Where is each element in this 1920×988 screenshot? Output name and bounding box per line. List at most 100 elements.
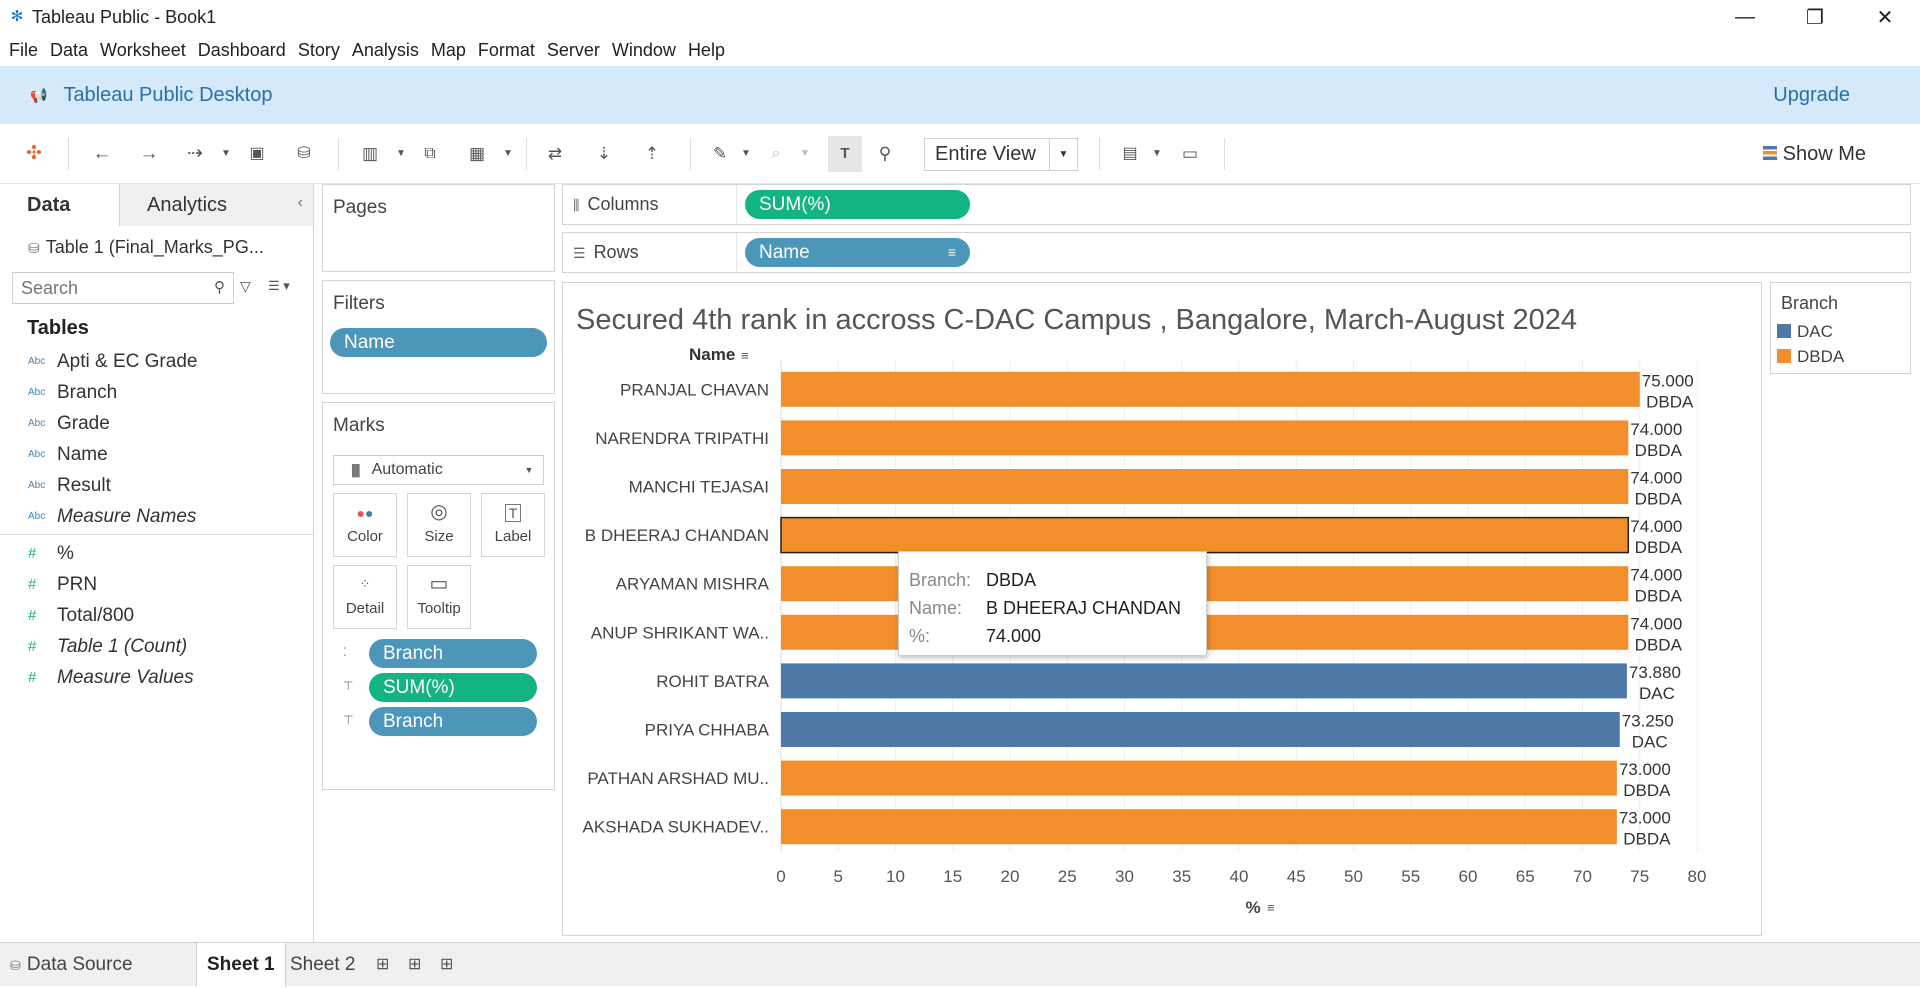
tab-analytics[interactable]: Analytics (120, 184, 313, 226)
legend-item-dac[interactable]: DAC (1771, 319, 1910, 344)
value-label: 74.000 (1630, 420, 1682, 439)
undo-icon[interactable]: ← (92, 143, 112, 164)
menu-story[interactable]: Story (297, 39, 340, 60)
mark-pill-branch-color[interactable]: Branch (369, 639, 537, 668)
tableau-home-icon[interactable]: ✣ (26, 143, 42, 164)
replay-dropdown-icon[interactable]: ▼ (221, 148, 231, 159)
new-worksheet-icon[interactable]: ▥ (361, 144, 379, 163)
measure-field[interactable]: #% (0, 538, 313, 569)
show-me-button[interactable]: Show Me (1762, 142, 1866, 166)
save-icon[interactable]: ▣ (249, 145, 265, 162)
group-members-icon[interactable]: ⌕ (771, 145, 781, 162)
filter-icon[interactable]: ▽ (240, 278, 251, 294)
new-datasource-icon[interactable]: ⛁ (297, 145, 311, 162)
size-button[interactable]: ◎ Size (407, 493, 471, 557)
datasource-item[interactable]: ⛁ Table 1 (Final_Marks_PG... (0, 226, 313, 268)
fix-axes-icon[interactable]: ⚲ (878, 144, 892, 163)
sort-descending-icon[interactable]: ⇡ (644, 144, 660, 163)
filter-pill-name[interactable]: Name (330, 328, 547, 357)
sort-ascending-icon[interactable]: ⇣ (596, 144, 612, 163)
color-legend[interactable]: Branch DAC DBDA (1770, 282, 1911, 374)
new-dashboard-icon[interactable]: ⊞ (408, 956, 422, 973)
highlight-icon[interactable]: ✎ (712, 144, 728, 163)
menu-data[interactable]: Data (50, 39, 89, 60)
mark-pill-sum-percent[interactable]: SUM(%) (369, 673, 537, 702)
dimension-field[interactable]: Abc Name (0, 439, 313, 470)
search-icon[interactable]: ⚲ (214, 279, 225, 296)
measure-field[interactable]: # PRN (0, 569, 313, 600)
dimension-field[interactable]: Abc Branch (0, 377, 313, 408)
viz-area[interactable]: Secured 4th rank in accross C-DAC Campus… (562, 282, 1762, 936)
group-dropdown-icon[interactable]: ▼ (800, 148, 810, 159)
new-story-icon[interactable]: ⊞ (440, 956, 454, 973)
mark-type-dropdown[interactable]: ▐▌ Automatic ▼ (333, 455, 544, 485)
measure-field[interactable]: # Table 1 (Count) (0, 631, 313, 662)
search-input[interactable] (12, 272, 234, 304)
highlight-dropdown-icon[interactable]: ▼ (741, 148, 751, 159)
pages-card[interactable]: Pages (322, 184, 555, 272)
rows-shelf[interactable]: ☰ Rows Name ≡ (562, 232, 1911, 273)
bar[interactable] (780, 516, 1630, 554)
mark-pill-branch-label[interactable]: Branch (369, 707, 537, 736)
clear-sheet-dropdown-icon[interactable]: ▼ (503, 148, 513, 159)
bar[interactable] (781, 760, 1617, 796)
bar[interactable] (781, 371, 1640, 407)
tooltip-button[interactable]: ▭ Tooltip (407, 565, 471, 629)
upgrade-link[interactable]: Upgrade (1773, 83, 1850, 106)
fit-dropdown[interactable]: Entire View ▼ (924, 138, 1078, 171)
dimension-field[interactable]: Abc Grade (0, 408, 313, 439)
x-tick-label: 80 (1688, 867, 1707, 886)
duplicate-sheet-icon[interactable]: ⧉ (424, 145, 436, 162)
bar[interactable] (781, 712, 1620, 747)
presentation-mode-icon[interactable]: ▭ (1181, 144, 1199, 163)
tab-data[interactable]: Data (0, 184, 120, 226)
dimension-field[interactable]: Abc Measure Names (0, 501, 313, 532)
close-button[interactable]: ✕ (1876, 6, 1894, 29)
bar[interactable] (781, 809, 1617, 845)
menu-window[interactable]: Window (611, 39, 676, 60)
field-label: Apti & EC Grade (57, 351, 198, 372)
columns-shelf[interactable]: ⫼ Columns SUM(%) (562, 184, 1911, 225)
show-mark-labels-icon[interactable]: T (828, 136, 862, 172)
branch-label: DBDA (1646, 392, 1694, 411)
x-tick-label: 55 (1401, 867, 1420, 886)
tab-data-source[interactable]: ⛁ Data Source (10, 954, 133, 975)
menu-server[interactable]: Server (546, 39, 600, 60)
menu-file[interactable]: File (9, 39, 39, 60)
tab-sheet-2[interactable]: Sheet 2 (290, 954, 356, 975)
menu-help[interactable]: Help (687, 39, 725, 60)
bar[interactable] (781, 420, 1629, 456)
legend-item-dbda[interactable]: DBDA (1771, 344, 1910, 369)
menu-format[interactable]: Format (477, 39, 535, 60)
view-options-icon[interactable]: ☰ ▾ (268, 278, 290, 293)
tab-sheet-1[interactable]: Sheet 1 (196, 943, 286, 987)
menu-worksheet[interactable]: Worksheet (100, 39, 186, 60)
show-cards-icon[interactable]: ▤ (1122, 145, 1138, 162)
new-worksheet-icon[interactable]: ⊞ (376, 956, 390, 973)
columns-pill-sum-percent[interactable]: SUM(%) (745, 190, 970, 219)
replay-icon[interactable]: ⇢ (187, 143, 203, 164)
color-button[interactable]: ●● Color (333, 493, 397, 557)
rows-pill-name[interactable]: Name ≡ (745, 238, 970, 267)
menu-map[interactable]: Map (430, 39, 466, 60)
minimize-button[interactable]: — (1735, 5, 1755, 28)
value-label: 73.000 (1619, 760, 1671, 779)
redo-icon[interactable]: → (139, 143, 159, 164)
new-worksheet-dropdown-icon[interactable]: ▼ (396, 148, 406, 159)
measure-field[interactable]: # Total/800 (0, 600, 313, 631)
bar[interactable] (781, 663, 1627, 699)
filters-card[interactable]: Filters Name (322, 280, 555, 394)
measure-field[interactable]: # Measure Values (0, 662, 313, 693)
menu-dashboard[interactable]: Dashboard (197, 39, 286, 60)
show-cards-dropdown-icon[interactable]: ▼ (1152, 148, 1162, 159)
clear-sheet-icon[interactable]: ▦ (468, 144, 486, 163)
collapse-pane-icon[interactable]: ‹ (297, 194, 303, 211)
bar[interactable] (781, 469, 1629, 504)
swap-rows-columns-icon[interactable]: ⇄ (547, 144, 563, 163)
detail-button[interactable]: ⁘ Detail (333, 565, 397, 629)
dimension-field[interactable]: Abc Result (0, 470, 313, 501)
dimension-field[interactable]: Abc Apti & EC Grade (0, 346, 313, 377)
label-button[interactable]: T Label (481, 493, 545, 557)
menu-analysis[interactable]: Analysis (351, 39, 419, 60)
restore-button[interactable]: ❐ (1806, 6, 1824, 29)
